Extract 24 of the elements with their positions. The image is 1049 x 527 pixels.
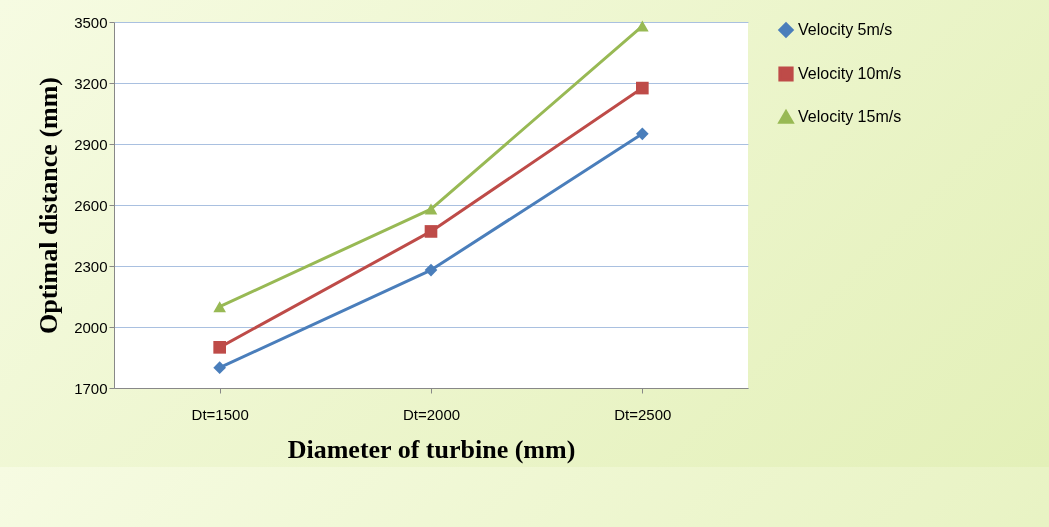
legend-label: Velocity 10m/s xyxy=(798,65,902,82)
y-tick-label: 2900 xyxy=(74,135,108,153)
y-tick-label: 2300 xyxy=(74,257,108,275)
point xyxy=(213,301,226,313)
point xyxy=(424,203,438,215)
x-tick-label: Dt=1500 xyxy=(191,405,249,423)
x-axis-title: Diameter of turbine (mm) xyxy=(287,434,576,464)
point xyxy=(213,361,226,374)
point xyxy=(213,341,226,354)
point xyxy=(424,263,438,277)
point xyxy=(636,127,649,141)
y-tick-label: 3200 xyxy=(74,74,108,92)
y-tick-label: 1700 xyxy=(74,379,108,397)
y-axis-title: Optimal distance (mm) xyxy=(34,76,64,335)
x-tick-label: Dt=2500 xyxy=(614,405,672,423)
y-tick-label: 3500 xyxy=(74,13,108,31)
legend-label: Velocity 5m/s xyxy=(798,21,893,38)
legend-label: Velocity 15m/s xyxy=(798,108,902,125)
point xyxy=(636,81,649,95)
point xyxy=(636,20,649,32)
y-tick-label: 2000 xyxy=(74,318,108,336)
point xyxy=(424,225,438,238)
y-tick-label: 2600 xyxy=(74,196,108,214)
x-tick-label: Dt=2000 xyxy=(402,405,461,423)
